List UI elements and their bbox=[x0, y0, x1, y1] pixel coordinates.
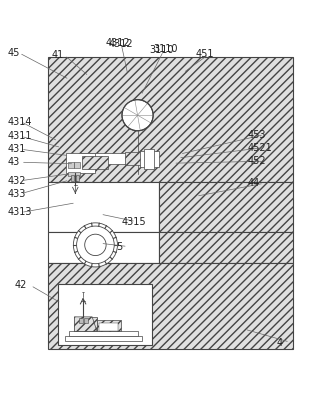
Text: 4315: 4315 bbox=[121, 217, 146, 227]
Bar bbox=[48, 57, 293, 182]
Text: 45: 45 bbox=[7, 48, 20, 58]
Text: 41: 41 bbox=[52, 50, 64, 60]
Circle shape bbox=[73, 223, 117, 267]
Bar bbox=[82, 156, 108, 169]
Bar bbox=[79, 318, 83, 323]
Text: 4521: 4521 bbox=[248, 142, 272, 153]
Bar bbox=[74, 317, 97, 332]
Bar bbox=[68, 172, 80, 176]
Bar bbox=[48, 232, 159, 263]
Circle shape bbox=[85, 234, 106, 256]
Text: 4313: 4313 bbox=[7, 207, 32, 217]
Bar bbox=[71, 175, 74, 181]
Bar bbox=[159, 182, 293, 232]
Text: 452: 452 bbox=[248, 156, 267, 166]
Text: 4: 4 bbox=[277, 338, 283, 348]
Text: 5: 5 bbox=[116, 241, 123, 251]
Bar bbox=[65, 336, 143, 341]
Bar bbox=[48, 263, 293, 349]
Text: 42: 42 bbox=[14, 280, 27, 290]
Circle shape bbox=[122, 100, 153, 131]
Bar bbox=[76, 175, 79, 181]
Bar bbox=[74, 162, 80, 168]
Text: 3110: 3110 bbox=[154, 44, 178, 54]
Text: 43: 43 bbox=[7, 157, 20, 167]
Bar bbox=[99, 323, 118, 332]
Text: 4311: 4311 bbox=[7, 131, 32, 141]
Text: 432: 432 bbox=[7, 176, 26, 186]
Bar bbox=[68, 162, 74, 168]
Bar bbox=[84, 318, 88, 323]
Bar bbox=[58, 284, 152, 346]
Text: 44: 44 bbox=[248, 178, 260, 188]
Text: 453: 453 bbox=[248, 130, 266, 140]
Bar bbox=[125, 152, 157, 165]
Bar bbox=[97, 320, 121, 332]
Bar bbox=[159, 232, 293, 263]
Bar bbox=[66, 153, 95, 173]
Bar bbox=[69, 332, 138, 336]
Text: 4312: 4312 bbox=[106, 38, 130, 48]
Text: 431: 431 bbox=[7, 144, 26, 154]
Text: 4314: 4314 bbox=[7, 117, 32, 127]
Bar bbox=[78, 154, 140, 164]
Text: 3110: 3110 bbox=[149, 45, 173, 55]
Bar bbox=[144, 149, 154, 169]
Text: 451: 451 bbox=[196, 49, 215, 59]
Text: 433: 433 bbox=[7, 189, 26, 199]
Polygon shape bbox=[74, 317, 97, 332]
Bar bbox=[48, 182, 159, 232]
Bar bbox=[140, 151, 159, 167]
Text: 4312: 4312 bbox=[108, 39, 133, 49]
Circle shape bbox=[77, 226, 114, 264]
